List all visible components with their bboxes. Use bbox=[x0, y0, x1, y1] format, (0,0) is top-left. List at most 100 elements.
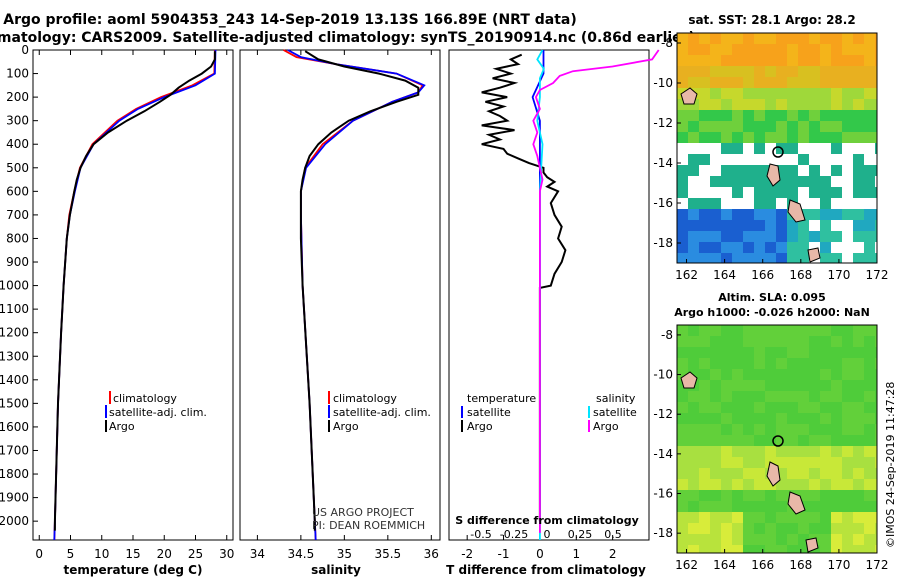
map-cell bbox=[809, 77, 820, 88]
map-cell bbox=[721, 402, 732, 413]
map-cell bbox=[776, 77, 787, 88]
y-tick-label: -16 bbox=[653, 196, 673, 210]
map-cell bbox=[864, 336, 875, 347]
map-cell bbox=[754, 413, 765, 424]
map-cell bbox=[875, 490, 877, 501]
map-cell bbox=[677, 77, 688, 88]
y-tick-label: 900 bbox=[6, 255, 29, 269]
map-cell bbox=[787, 242, 798, 253]
s-tick-label: 0.25 bbox=[568, 528, 593, 541]
map-cell bbox=[688, 435, 699, 446]
map-cell bbox=[710, 413, 721, 424]
map-cell bbox=[710, 176, 721, 187]
map-cell bbox=[721, 220, 732, 231]
map-cell bbox=[765, 490, 776, 501]
map-cell bbox=[787, 358, 798, 369]
map-cell bbox=[688, 457, 699, 468]
map-cell bbox=[864, 242, 875, 253]
map-cell bbox=[732, 88, 743, 99]
difference-axes bbox=[448, 49, 650, 541]
map-cell bbox=[820, 479, 831, 490]
map-cell bbox=[732, 523, 743, 534]
map-cell bbox=[820, 457, 831, 468]
map-cell bbox=[743, 358, 754, 369]
map-cell bbox=[688, 391, 699, 402]
map-cell bbox=[754, 187, 765, 198]
map-cell bbox=[831, 347, 842, 358]
map-cell bbox=[787, 176, 798, 187]
map-cell bbox=[677, 66, 688, 77]
map-cell bbox=[721, 446, 732, 457]
map-cell bbox=[842, 446, 853, 457]
map-cell bbox=[699, 242, 710, 253]
map-cell bbox=[732, 220, 743, 231]
map-cell bbox=[710, 121, 721, 132]
map-cell bbox=[809, 209, 820, 220]
map-cell bbox=[853, 176, 864, 187]
map-cell bbox=[688, 121, 699, 132]
map-cell bbox=[743, 121, 754, 132]
map-cell bbox=[721, 132, 732, 143]
map-cell bbox=[809, 231, 820, 242]
map-cell bbox=[721, 479, 732, 490]
map-cell bbox=[732, 99, 743, 110]
map-cell bbox=[721, 490, 732, 501]
map-cell bbox=[677, 391, 688, 402]
map-cell bbox=[798, 55, 809, 66]
map-cell bbox=[864, 446, 875, 457]
map-cell bbox=[765, 446, 776, 457]
page-title: Argo profile: aoml 5904353_243 14-Sep-20… bbox=[3, 12, 577, 28]
map-cell bbox=[831, 424, 842, 435]
sst-map-frame bbox=[676, 32, 878, 264]
map-cell bbox=[732, 132, 743, 143]
map-cell bbox=[809, 512, 820, 523]
map-cell bbox=[677, 446, 688, 457]
map-cell bbox=[787, 512, 798, 523]
map-cell bbox=[809, 187, 820, 198]
map-cell bbox=[688, 110, 699, 121]
map-cell bbox=[721, 369, 732, 380]
island-shape bbox=[805, 537, 819, 553]
salinity-panel: 34 34.5 35 35.5 36 salinity climatology sate… bbox=[239, 49, 441, 577]
map-cell bbox=[765, 534, 776, 545]
map-cell bbox=[875, 523, 877, 534]
map-cell bbox=[699, 336, 710, 347]
map-cell bbox=[765, 231, 776, 242]
map-cell bbox=[721, 523, 732, 534]
map-cell bbox=[875, 347, 877, 358]
map-cell bbox=[842, 380, 853, 391]
map-cell bbox=[875, 457, 877, 468]
map-cell bbox=[853, 33, 864, 44]
map-cell bbox=[754, 523, 765, 534]
map-cell bbox=[765, 110, 776, 121]
y-tick-label: -10 bbox=[653, 368, 673, 382]
map-cell bbox=[765, 209, 776, 220]
map-cell bbox=[853, 402, 864, 413]
map-cell bbox=[853, 545, 864, 553]
map-cell bbox=[864, 413, 875, 424]
map-cell bbox=[743, 165, 754, 176]
salinity-xlabel: salinity bbox=[311, 563, 361, 577]
map-cell bbox=[732, 231, 743, 242]
x-tick-label: 164 bbox=[713, 268, 736, 282]
map-cell bbox=[864, 358, 875, 369]
map-cell bbox=[732, 424, 743, 435]
map-cell bbox=[831, 110, 842, 121]
map-cell bbox=[699, 121, 710, 132]
y-tick-label: 800 bbox=[6, 231, 29, 245]
map-cell bbox=[853, 121, 864, 132]
map-cell bbox=[743, 220, 754, 231]
legend-salinity-title: salinity bbox=[596, 392, 636, 405]
map-cell bbox=[765, 479, 776, 490]
map-cell bbox=[853, 468, 864, 479]
map-cell bbox=[798, 479, 809, 490]
map-cell bbox=[820, 121, 831, 132]
map-cell bbox=[776, 446, 787, 457]
map-cell bbox=[743, 402, 754, 413]
map-cell bbox=[677, 347, 688, 358]
map-cell bbox=[831, 369, 842, 380]
map-cell bbox=[875, 99, 877, 110]
map-cell bbox=[776, 501, 787, 512]
map-cell bbox=[864, 121, 875, 132]
x-tick-label: 0 bbox=[35, 547, 43, 561]
